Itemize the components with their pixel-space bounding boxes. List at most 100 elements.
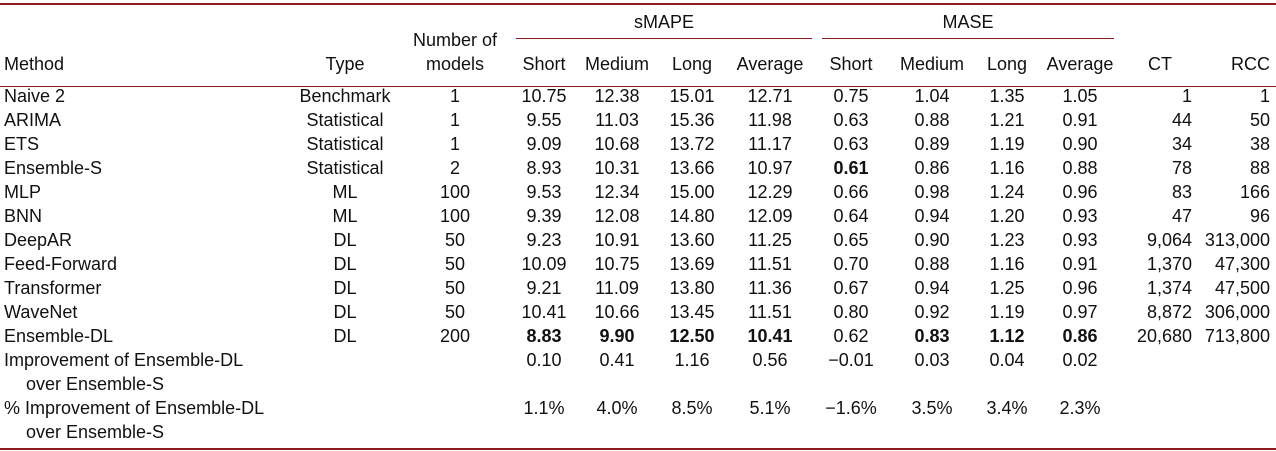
cell-s-avg: 5.1%: [749, 398, 791, 418]
cell-s-avg: 12.71: [747, 86, 793, 106]
cell-method: ARIMA: [4, 110, 62, 130]
table-body: Naive 2 Benchmark 1 10.75 12.38 15.01 12.71 0.7…: [0, 84, 1276, 444]
cell-m-short: 0.64: [833, 206, 869, 226]
cell-n: 50: [444, 278, 466, 298]
table-row: Feed-Forward DL 50 10.09 10.75 13.69 11.51 0.70…: [0, 252, 1276, 276]
num-models-header-line1: Number of: [412, 30, 498, 50]
cell-m-short: −1.6%: [825, 398, 877, 418]
cell-s-avg: 11.51: [748, 302, 792, 322]
cell-rcc: 96: [1249, 206, 1270, 226]
mase-short-header: Short: [829, 54, 873, 74]
cell-n: 100: [439, 182, 471, 202]
cell-rcc: 313,000: [1204, 230, 1270, 250]
cell-m-med: 0.03: [914, 350, 950, 370]
cell-m-avg: 0.90: [1062, 134, 1098, 154]
cell-s-long: 12.50: [669, 326, 715, 346]
cell-s-med: 9.90: [599, 326, 635, 346]
cell-m-long: 0.04: [989, 350, 1025, 370]
cell-n: 200: [439, 326, 471, 346]
cell-s-avg: 11.98: [748, 110, 792, 130]
cell-s-avg: 0.56: [752, 350, 788, 370]
cell-m-med: 0.94: [914, 278, 950, 298]
cell-s-short: 0.10: [526, 350, 562, 370]
table-row: MLP ML 100 9.53 12.34 15.00 12.29 0.66 0.98 1.24 0…: [0, 180, 1276, 204]
cell-m-short: 0.65: [833, 230, 869, 250]
cell-s-med: 11.03: [595, 110, 639, 130]
table-row: Naive 2 Benchmark 1 10.75 12.38 15.01 12.71 0.7…: [0, 84, 1276, 108]
cell-s-avg: 11.17: [748, 134, 792, 154]
cell-s-long: 1.16: [674, 350, 710, 370]
cell-rcc: 50: [1249, 110, 1270, 130]
pct-improvement-row: % Improvement of Ensemble-DL over Ensembl…: [0, 396, 1276, 444]
mase-group-header: MASE: [942, 12, 994, 32]
cell-s-long: 13.66: [669, 158, 715, 178]
table-row: ARIMA Statistical 1 9.55 11.03 15.36 11.98 0.63…: [0, 108, 1276, 132]
cell-ct: 1: [1181, 86, 1192, 106]
cell-m-short: 0.75: [833, 86, 869, 106]
cell-s-med: 10.68: [594, 134, 640, 154]
cell-s-avg: 10.41: [747, 326, 793, 346]
cell-s-med: 11.09: [595, 278, 639, 298]
cell-n: 50: [444, 230, 466, 250]
cell-m-med: 1.04: [914, 86, 950, 106]
cell-s-short: 9.55: [526, 110, 562, 130]
cell-rcc: 88: [1249, 158, 1270, 178]
cell-method: MLP: [4, 182, 42, 202]
cell-s-avg: 11.36: [748, 278, 792, 298]
cell-m-med: 0.90: [914, 230, 950, 250]
cell-method: WaveNet: [4, 302, 78, 322]
cell-m-avg: 0.93: [1062, 206, 1098, 226]
cell-m-short: 0.80: [833, 302, 869, 322]
cell-m-short: 0.66: [833, 182, 869, 202]
cell-m-avg: 0.91: [1062, 254, 1098, 274]
cell-ct: 9,064: [1146, 230, 1192, 250]
cell-rcc: 166: [1239, 182, 1270, 202]
ct-column-header: CT: [1148, 54, 1172, 74]
cell-s-med: 4.0%: [596, 398, 638, 418]
cell-ct: 1,374: [1146, 278, 1192, 298]
cell-m-avg: 0.93: [1062, 230, 1098, 250]
improvement-label-continued: over Ensemble-S: [26, 374, 165, 394]
cell-m-med: 0.94: [914, 206, 950, 226]
cell-s-short: 9.39: [526, 206, 562, 226]
cell-s-med: 10.75: [594, 254, 640, 274]
cell-type: Benchmark: [299, 86, 391, 106]
table-row: Ensemble-DL DL 200 8.83 9.90 12.50 10.41 0.62 0.…: [0, 324, 1276, 348]
cell-m-avg: 0.97: [1062, 302, 1098, 322]
cell-type: DL: [333, 254, 357, 274]
mase-average-header: Average: [1046, 54, 1114, 74]
cell-m-avg: 0.96: [1062, 278, 1098, 298]
cell-s-med: 12.08: [594, 206, 640, 226]
cell-s-short: 9.23: [526, 230, 562, 250]
cell-s-avg: 10.97: [747, 158, 793, 178]
cell-m-med: 0.86: [914, 158, 950, 178]
cell-m-short: −0.01: [828, 350, 874, 370]
table-row: DeepAR DL 50 9.23 10.91 13.60 11.25 0.65 0.90 1.2…: [0, 228, 1276, 252]
table-bottom-rule: [0, 448, 1276, 450]
table-top-rule: [0, 3, 1276, 5]
pct-improvement-label: % Improvement of Ensemble-DL: [4, 398, 265, 418]
cell-m-med: 3.5%: [911, 398, 953, 418]
cell-s-long: 15.01: [669, 86, 715, 106]
smape-short-header: Short: [522, 54, 566, 74]
cell-rcc: 47,500: [1214, 278, 1270, 298]
type-column-header: Type: [325, 54, 365, 74]
table-row: Transformer DL 50 9.21 11.09 13.80 11.36 0.67 0.…: [0, 276, 1276, 300]
cell-type: ML: [332, 206, 358, 226]
cell-m-med: 0.89: [914, 134, 950, 154]
cell-n: 1: [449, 86, 460, 106]
cell-type: DL: [333, 302, 357, 322]
cell-m-avg: 1.05: [1062, 86, 1098, 106]
cell-method: ETS: [4, 134, 40, 154]
rcc-column-header: RCC: [1231, 54, 1270, 74]
table-row: Ensemble-S Statistical 2 8.93 10.31 13.66 10.9…: [0, 156, 1276, 180]
cell-ct: 8,872: [1146, 302, 1192, 322]
cell-method: Ensemble-DL: [4, 326, 114, 346]
cell-m-long: 3.4%: [986, 398, 1028, 418]
cell-ct: 34: [1171, 134, 1192, 154]
cell-n: 50: [444, 302, 466, 322]
cell-method: Feed-Forward: [4, 254, 118, 274]
improvement-row: Improvement of Ensemble-DL over Ensemble-…: [0, 348, 1276, 396]
cell-s-short: 8.83: [526, 326, 562, 346]
table-row: ETS Statistical 1 9.09 10.68 13.72 11.17 0.63 0.…: [0, 132, 1276, 156]
